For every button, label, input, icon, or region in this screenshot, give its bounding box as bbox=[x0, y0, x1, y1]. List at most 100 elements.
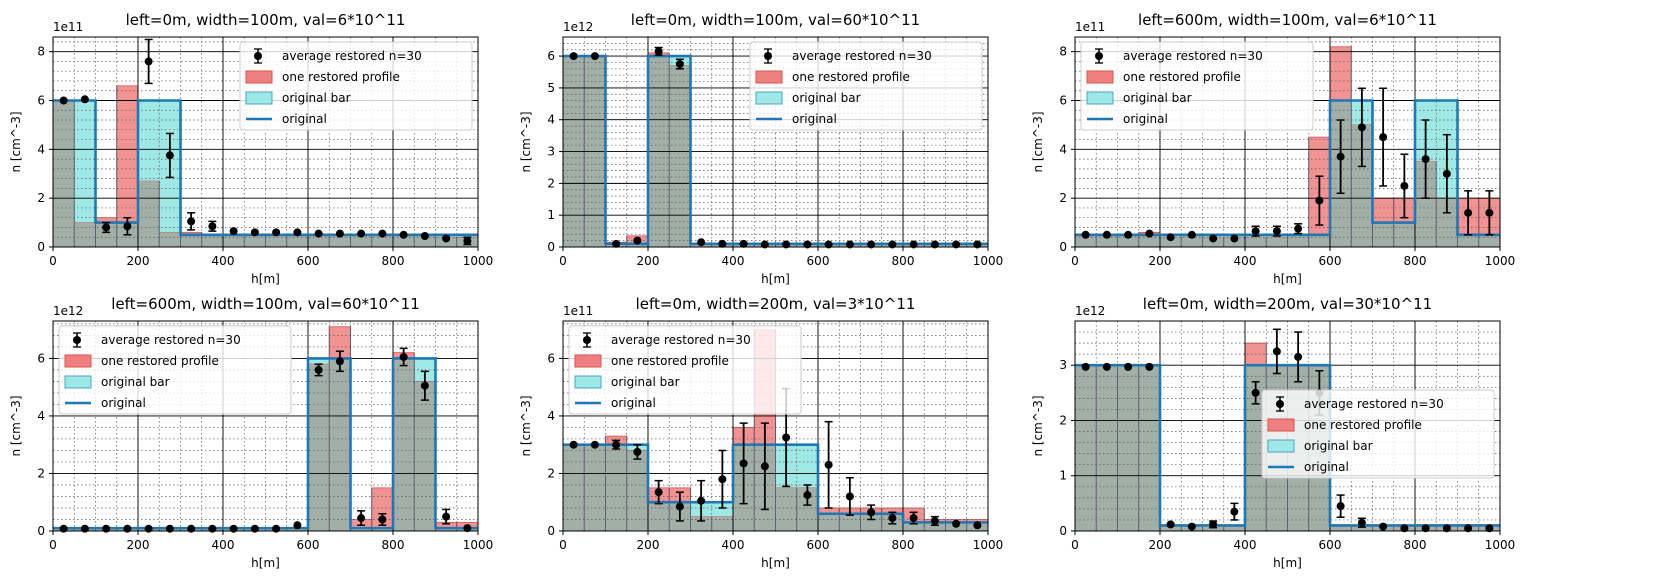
avg-point bbox=[165, 151, 174, 160]
legend-label-original: original bbox=[1123, 112, 1168, 126]
overlap-bar bbox=[74, 222, 96, 247]
avg-point bbox=[803, 491, 812, 500]
avg-point bbox=[463, 524, 472, 533]
legend-profile-patch bbox=[574, 354, 602, 368]
overlap-bar bbox=[584, 444, 606, 531]
legend-label-average: average restored n=30 bbox=[792, 49, 932, 63]
overlap-bar bbox=[626, 450, 648, 531]
avg-point bbox=[675, 502, 684, 511]
legend-label-original: original bbox=[611, 396, 656, 410]
y-axis-label: n [cm^-3] bbox=[519, 111, 533, 172]
avg-point bbox=[314, 365, 323, 374]
x-tick-label: 400 bbox=[722, 538, 745, 552]
x-tick-label: 600 bbox=[297, 538, 320, 552]
legend-profile-patch bbox=[245, 70, 273, 84]
avg-point bbox=[1442, 524, 1451, 533]
y-tick-label: 8 bbox=[1059, 45, 1067, 59]
legend-label-profile: one restored profile bbox=[1123, 70, 1241, 84]
original-line bbox=[563, 443, 988, 524]
avg-point bbox=[1166, 233, 1175, 242]
y-axis-label: n [cm^-3] bbox=[9, 111, 23, 172]
avg-point bbox=[739, 459, 748, 468]
chart-4: 0 200 400 600 800 1000 0 2 4 6 1e12 left=600m, widt… bbox=[9, 295, 493, 570]
avg-point bbox=[760, 462, 769, 471]
y-tick-label: 0 bbox=[37, 240, 45, 254]
avg-point bbox=[633, 236, 642, 245]
avg-point bbox=[803, 240, 812, 249]
legend-profile-patch bbox=[64, 354, 92, 368]
overlap-bar bbox=[1075, 365, 1097, 531]
overlap-bar bbox=[1181, 234, 1203, 247]
overlap-bar bbox=[435, 528, 457, 531]
avg-point bbox=[845, 240, 854, 249]
axes-frame bbox=[562, 320, 989, 532]
legend-label-bar: original bar bbox=[282, 91, 351, 105]
x-tick-label: 600 bbox=[807, 538, 830, 552]
chart-title: left=0m, width=200m, val=3*10^11 bbox=[636, 295, 916, 313]
x-tick-label: 0 bbox=[49, 538, 57, 552]
y-axis-label: n [cm^-3] bbox=[1031, 111, 1045, 172]
x-tick-label: 1000 bbox=[1485, 254, 1516, 268]
chart-title: left=0m, width=100m, val=6*10^11 bbox=[126, 11, 406, 29]
overlap-bar bbox=[201, 234, 223, 247]
overlap-bar bbox=[1075, 234, 1097, 247]
avg-point bbox=[314, 229, 323, 238]
avg-point bbox=[697, 238, 706, 247]
overlap-bar bbox=[138, 181, 160, 247]
x-tick-label: 400 bbox=[1234, 538, 1257, 552]
axes-frame bbox=[1074, 320, 1501, 532]
overlap-bar bbox=[605, 444, 627, 531]
overlap-bar bbox=[286, 528, 308, 531]
legend-label-profile: one restored profile bbox=[1304, 418, 1422, 432]
avg-point bbox=[612, 239, 621, 248]
avg-point bbox=[399, 352, 408, 361]
y-tick-label: 3 bbox=[1059, 358, 1067, 372]
overlap-bar bbox=[626, 243, 648, 247]
avg-point bbox=[888, 514, 897, 523]
y-tick-label: 2 bbox=[37, 191, 45, 205]
avg-point bbox=[442, 512, 451, 521]
overlap-bar bbox=[53, 100, 75, 247]
avg-point bbox=[1379, 522, 1388, 531]
avg-point bbox=[888, 240, 897, 249]
legend-label-profile: one restored profile bbox=[101, 354, 219, 368]
avg-point bbox=[80, 95, 89, 104]
legend-bar-patch bbox=[245, 91, 273, 105]
axis-offset: 1e11 bbox=[1075, 20, 1105, 34]
overlap-bar bbox=[1266, 237, 1288, 247]
avg-point bbox=[59, 96, 68, 105]
overlap-bar bbox=[775, 487, 797, 531]
x-tick-label: 600 bbox=[297, 254, 320, 268]
overlap-bar bbox=[1308, 234, 1330, 247]
overlap-bar bbox=[286, 234, 308, 247]
avg-point bbox=[824, 240, 833, 249]
legend: average restored n=30 one restored profil… bbox=[1080, 41, 1314, 131]
avg-point bbox=[1485, 208, 1494, 217]
overlap-bar bbox=[1351, 525, 1373, 531]
avg-point bbox=[357, 514, 366, 523]
avg-point bbox=[909, 514, 918, 523]
x-tick-label: 200 bbox=[637, 254, 660, 268]
axes-frame bbox=[562, 36, 989, 248]
chart-title: left=0m, width=200m, val=30*10^11 bbox=[1143, 295, 1432, 313]
avg-point bbox=[293, 521, 302, 530]
avg-point bbox=[1336, 502, 1345, 511]
legend-label-average: average restored n=30 bbox=[611, 333, 751, 347]
avg-point bbox=[1464, 524, 1473, 533]
legend: average restored n=30 one restored profil… bbox=[1261, 389, 1495, 479]
avg-point bbox=[1251, 388, 1260, 397]
avg-point bbox=[378, 515, 387, 524]
avg-point bbox=[654, 47, 663, 56]
chart-3: 0 200 400 600 800 1000 0 2 4 6 8 1e11 left=600m, wid… bbox=[1031, 11, 1515, 286]
overlap-bar bbox=[860, 513, 882, 531]
overlap-bar bbox=[1436, 198, 1458, 247]
legend-box bbox=[1261, 389, 1495, 479]
y-tick-label: 2 bbox=[1059, 191, 1067, 205]
y-tick-label: 6 bbox=[1059, 93, 1067, 107]
avg-point bbox=[1230, 234, 1239, 243]
avg-point bbox=[357, 229, 366, 238]
axes-frame bbox=[1074, 36, 1501, 248]
avg-point bbox=[930, 240, 939, 249]
legend-box bbox=[1080, 41, 1314, 131]
y-tick-label: 4 bbox=[547, 113, 555, 127]
